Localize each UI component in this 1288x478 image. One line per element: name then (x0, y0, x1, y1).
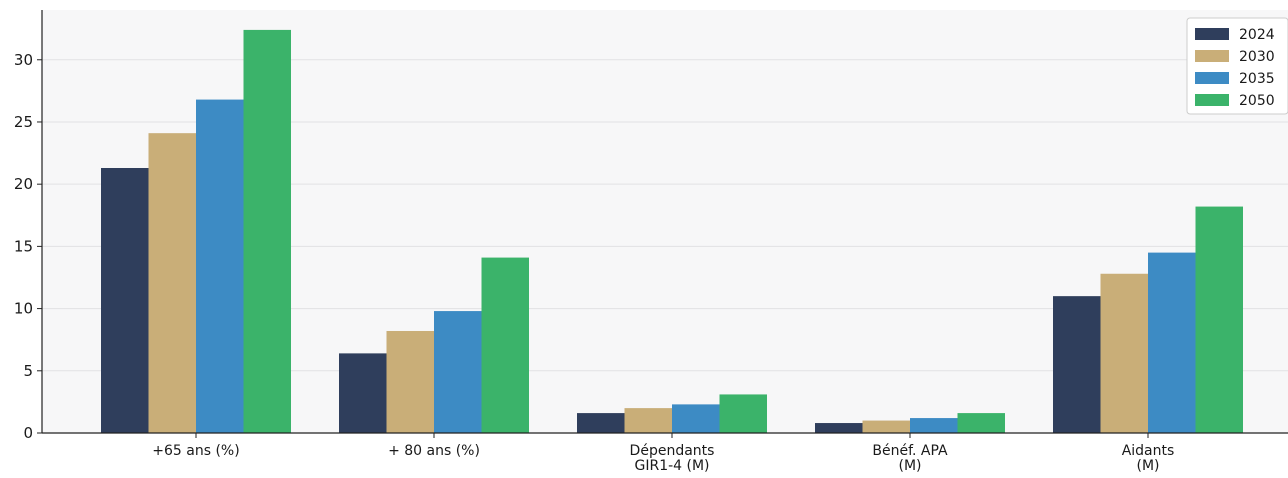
legend-box (1186, 17, 1288, 115)
x-tick-label: Aidants (M) (1122, 443, 1175, 474)
y-tick-label: 0 (23, 424, 33, 442)
bar-2035-2 (672, 404, 720, 433)
bar-2050-3 (957, 413, 1005, 433)
legend-swatch-2030 (1195, 50, 1229, 62)
bar-2050-2 (719, 394, 767, 433)
bar-2035-1 (434, 311, 482, 433)
bar-2035-0 (196, 99, 244, 433)
bar-2030-3 (862, 420, 910, 433)
bar-2030-0 (148, 133, 196, 433)
legend-label-2050: 2050 (1239, 93, 1275, 109)
bar-2024-2 (577, 413, 625, 433)
x-tick-label: Dépendants GIR1-4 (M) (630, 443, 715, 474)
bar-2024-3 (815, 423, 863, 433)
x-tick-label: +65 ans (%) (152, 443, 239, 459)
x-tick-label: Bénéf. APA (M) (872, 443, 948, 474)
legend-label-2024: 2024 (1239, 27, 1275, 43)
bar-2024-0 (101, 168, 149, 434)
bar-2050-1 (481, 257, 529, 433)
legend-swatch-2024 (1195, 28, 1229, 40)
bars (101, 29, 1243, 434)
legend-swatch-2050 (1195, 94, 1229, 106)
bar-2024-1 (339, 353, 387, 433)
bar-2050-0 (243, 29, 291, 433)
y-tick-label: 10 (14, 300, 33, 318)
bar-2030-4 (1100, 273, 1148, 433)
axes: 0 5 10 15 20 25 30 +65 ans (%) + 80 ans (%) Dépen… (14, 10, 1288, 474)
bar-2050-4 (1195, 206, 1243, 433)
bar-2035-4 (1148, 252, 1196, 433)
y-tick-label: 15 (14, 237, 33, 255)
legend: 2024 2030 2035 2050 (1186, 17, 1288, 115)
legend-label-2035: 2035 (1239, 71, 1275, 87)
y-tick-label: 30 (14, 51, 33, 69)
legend-swatch-2035 (1195, 72, 1229, 84)
x-tick-label: + 80 ans (%) (388, 443, 480, 459)
y-tick-label: 5 (23, 362, 33, 380)
y-tick-label: 25 (14, 113, 33, 131)
bar-2030-2 (624, 408, 672, 433)
bar-2035-3 (910, 418, 958, 433)
y-tick-label: 20 (14, 175, 33, 193)
bar-2024-4 (1053, 296, 1101, 433)
bar-2030-1 (386, 330, 434, 433)
legend-label-2030: 2030 (1239, 49, 1275, 65)
